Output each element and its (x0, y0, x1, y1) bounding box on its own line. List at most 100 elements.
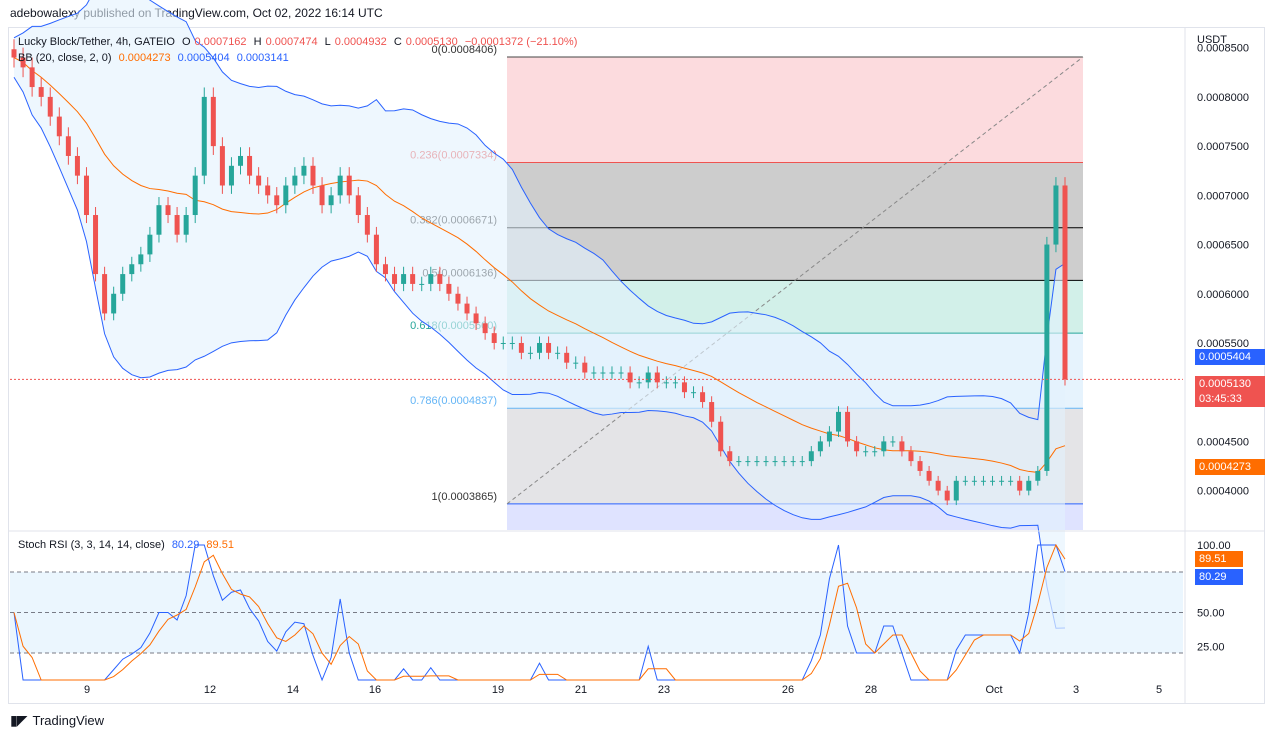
tradingview-brand: TradingView (32, 713, 105, 728)
tradingview-logo-icon: ▮◤ (10, 712, 28, 728)
rsi-d-badge: 89.51 (1195, 551, 1243, 567)
high-label: H (253, 36, 262, 48)
candle-body (47, 96, 53, 117)
candle-body (38, 87, 44, 97)
candle-body (518, 342, 524, 353)
change-value: −0.0001372 (−21.10%) (464, 36, 578, 48)
candle-body (274, 195, 280, 206)
price-tick: 0.0004000 (1197, 486, 1249, 498)
open-value: 0.0007162 (194, 36, 247, 48)
candle-body (328, 195, 334, 206)
candle-body (138, 254, 144, 265)
candle-body (256, 175, 262, 186)
candle-body (500, 342, 506, 344)
rsi-k-value: 80.29 (171, 539, 200, 551)
candle-body (736, 461, 742, 463)
candle-body (627, 372, 633, 383)
rsi-band-fill (10, 572, 1183, 653)
candle-body (473, 313, 479, 324)
candle-body (238, 155, 244, 166)
bb-lower-line (13, 76, 1066, 629)
candle-body (1008, 480, 1014, 482)
date-tick: 26 (782, 684, 794, 696)
candle-body (129, 264, 135, 275)
bb-upper-line (13, 0, 1066, 421)
bb-label[interactable]: BB (20, close, 2, 0) (18, 52, 112, 64)
chart-frame (8, 27, 1265, 704)
date-tick: 23 (658, 684, 670, 696)
candle-body (446, 283, 452, 294)
price-tick: 0.0008500 (1197, 43, 1249, 55)
date-tick: 14 (287, 684, 299, 696)
bb-basis-value: 0.0004273 (118, 52, 171, 64)
bb-lower-value: 0.0003141 (236, 52, 289, 64)
tradingview-footer[interactable]: ▮◤ TradingView (10, 712, 104, 729)
candle-body (29, 67, 35, 88)
candle-body (1044, 244, 1050, 471)
candle-body (310, 165, 316, 186)
symbol-legend: Lucky Block/Tether, 4h, GATEIO O 0.000716… (18, 36, 581, 48)
candle-body (926, 470, 932, 481)
candle-body (527, 352, 533, 354)
candle-body (410, 274, 416, 284)
candle-body (645, 372, 651, 383)
rsi-d-value: 89.51 (206, 539, 234, 551)
candle-body (953, 480, 959, 501)
price-tick: 0.0007000 (1197, 190, 1249, 202)
date-tick: 19 (492, 684, 504, 696)
bb-upper-value: 0.0005404 (177, 52, 230, 64)
candle-body (382, 264, 388, 275)
price-tick: 0.0008000 (1197, 92, 1249, 104)
rsi-d-line (13, 543, 1066, 681)
bb-legend: BB (20, close, 2, 0) 0.0004273 0.0005404… (18, 52, 293, 64)
candle-body (147, 234, 153, 255)
candle-body (745, 461, 751, 463)
date-tick: 3 (1073, 684, 1079, 696)
candle-body (319, 185, 325, 206)
candle-body (283, 185, 289, 206)
candle-body (835, 411, 841, 432)
candle-body (120, 274, 126, 294)
candle-body (872, 451, 878, 453)
candle-body (102, 274, 108, 314)
candle-body (935, 480, 941, 491)
currency-label: USDT (1197, 34, 1227, 46)
countdown-badge: 03:45:33 (1195, 391, 1265, 407)
candle-body (111, 293, 117, 314)
candle-body (999, 480, 1005, 482)
candle-body (808, 451, 814, 462)
rsi-k-line (13, 544, 1066, 682)
candle-body (980, 480, 986, 482)
candle-body (74, 155, 80, 176)
low-label: L (324, 36, 331, 48)
candle-body (247, 155, 253, 176)
candle-body (174, 215, 180, 235)
candle-body (700, 392, 706, 403)
candle-body (772, 461, 778, 463)
symbol-title[interactable]: Lucky Block/Tether, 4h, GATEIO (18, 36, 175, 48)
upper-band-badge: 0.0005404 (1195, 349, 1265, 365)
candle-body (546, 342, 552, 353)
rsi-tick: 25.00 (1197, 641, 1225, 653)
fib-label-0: 0(0.0008406) (432, 44, 497, 56)
candle-body (537, 342, 542, 353)
candle-body (573, 362, 579, 364)
rsi-tick: 100.00 (1197, 540, 1231, 552)
candle-body (908, 451, 914, 462)
candle-body (790, 461, 796, 463)
candle-body (681, 382, 687, 393)
candle-body (455, 293, 461, 304)
fib-label-1: 1(0.0003865) (432, 491, 497, 503)
candle-body (881, 441, 887, 452)
candle-body (65, 136, 71, 156)
rsi-legend: Stoch RSI (3, 3, 14, 14, close) 80.29 89… (18, 539, 238, 551)
candle-body (56, 116, 62, 137)
rsi-label[interactable]: Stoch RSI (3, 3, 14, 14, close) (18, 539, 165, 551)
candle-body (781, 461, 787, 463)
date-tick: 12 (204, 684, 216, 696)
candle-body (917, 461, 923, 471)
candle-body (600, 372, 606, 374)
candle-body (301, 165, 307, 176)
candle-body (1062, 185, 1068, 380)
